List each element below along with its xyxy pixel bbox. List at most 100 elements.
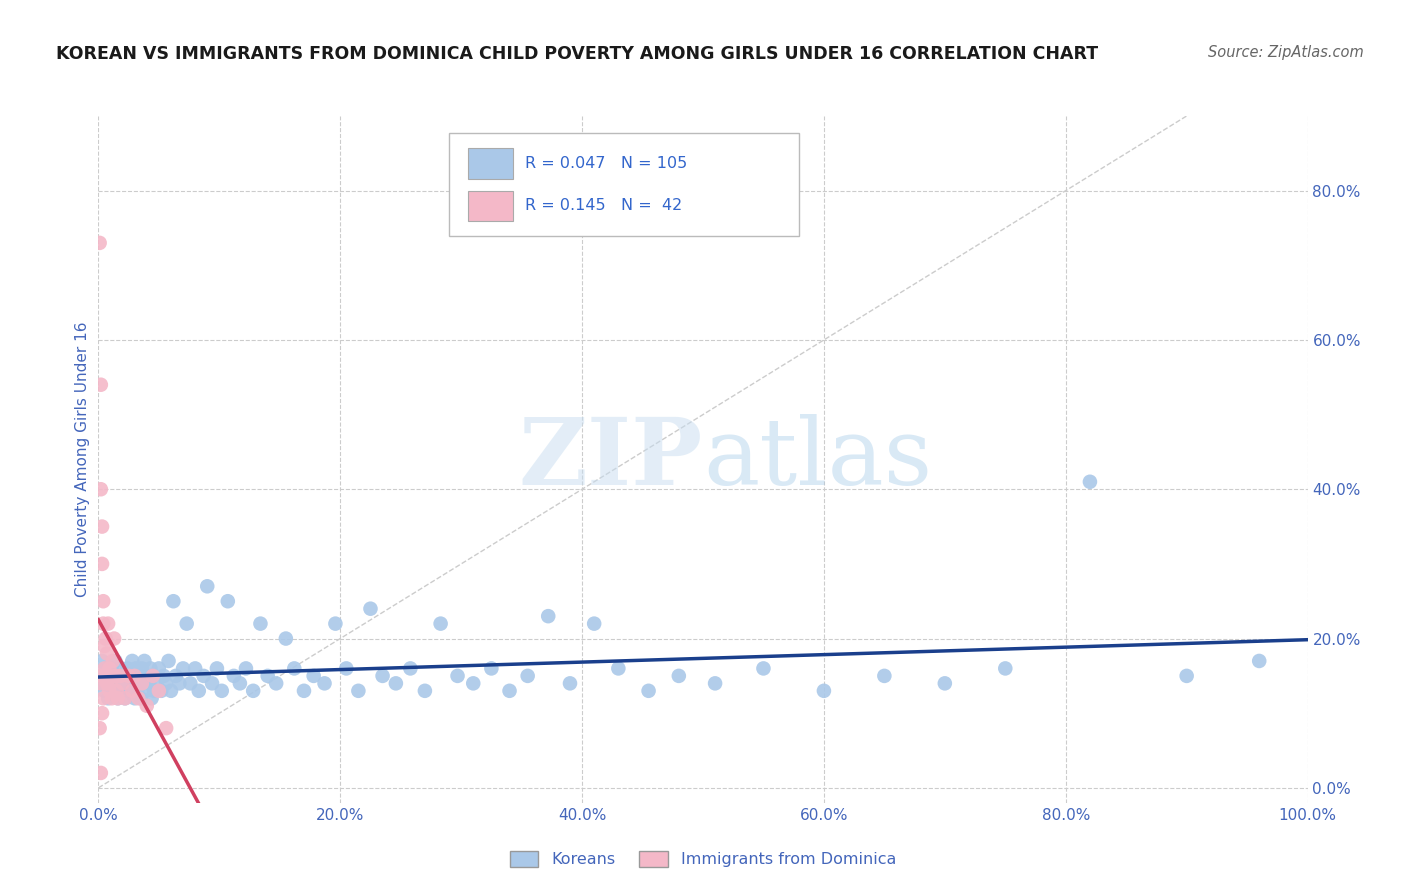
Point — [142, 669, 165, 683]
Point — [129, 691, 152, 706]
Point — [96, 676, 118, 690]
Point — [127, 669, 149, 683]
Text: R = 0.047   N = 105: R = 0.047 N = 105 — [526, 156, 688, 171]
Point — [195, 579, 218, 593]
Point — [193, 669, 215, 683]
Point — [111, 676, 134, 690]
Point — [107, 691, 129, 706]
Point — [96, 676, 118, 690]
Point — [325, 616, 347, 631]
Point — [91, 669, 114, 683]
Point — [103, 632, 125, 646]
Text: KOREAN VS IMMIGRANTS FROM DOMINICA CHILD POVERTY AMONG GIRLS UNDER 16 CORRELATIO: KOREAN VS IMMIGRANTS FROM DOMINICA CHILD… — [56, 45, 1098, 62]
Point — [93, 683, 115, 698]
Point — [264, 676, 287, 690]
Point — [1249, 654, 1271, 668]
Point — [114, 691, 136, 706]
Point — [91, 669, 114, 683]
Point — [91, 519, 114, 533]
Point — [249, 616, 271, 631]
Point — [148, 661, 170, 675]
Point — [205, 661, 228, 675]
Point — [302, 669, 325, 683]
Point — [637, 683, 659, 698]
Point — [104, 654, 127, 668]
Point — [148, 683, 170, 698]
Point — [335, 661, 357, 675]
Point — [89, 721, 111, 735]
Point — [91, 706, 114, 721]
Point — [90, 766, 112, 780]
Point — [117, 661, 139, 675]
Point — [256, 669, 278, 683]
Point — [371, 669, 394, 683]
Point — [235, 661, 257, 675]
Point — [217, 594, 239, 608]
Point — [360, 601, 382, 615]
Point — [184, 661, 207, 675]
Point — [100, 691, 122, 706]
Point — [110, 661, 132, 675]
Point — [90, 676, 112, 690]
Text: R = 0.145   N =  42: R = 0.145 N = 42 — [526, 198, 683, 213]
Legend: Koreans, Immigrants from Dominica: Koreans, Immigrants from Dominica — [503, 845, 903, 874]
Point — [242, 683, 264, 698]
Point — [120, 676, 142, 690]
Point — [558, 676, 581, 690]
Point — [114, 691, 136, 706]
Point — [100, 661, 122, 675]
Point — [481, 661, 503, 675]
Point — [139, 661, 162, 675]
Point — [131, 661, 153, 675]
Point — [704, 676, 727, 690]
Point — [94, 661, 117, 675]
Point — [292, 683, 315, 698]
Point — [385, 676, 408, 690]
Point — [141, 691, 163, 706]
Point — [145, 676, 167, 690]
Point — [873, 669, 896, 683]
Point — [155, 676, 177, 690]
Point — [1175, 669, 1198, 683]
Point — [121, 654, 143, 668]
Point — [108, 669, 131, 683]
Point — [115, 676, 138, 690]
Point — [98, 669, 121, 683]
Point — [100, 676, 122, 690]
Point — [118, 669, 141, 683]
Point — [142, 669, 165, 683]
Point — [97, 616, 120, 631]
Text: atlas: atlas — [703, 415, 932, 504]
Point — [463, 676, 485, 690]
Point — [112, 669, 135, 683]
Point — [498, 683, 520, 698]
Point — [283, 661, 305, 675]
Point — [101, 683, 124, 698]
Point — [516, 669, 538, 683]
Point — [314, 676, 336, 690]
Point — [91, 691, 114, 706]
Point — [128, 676, 150, 690]
Point — [90, 676, 112, 690]
Point — [169, 676, 191, 690]
Point — [994, 661, 1017, 675]
Point — [138, 676, 160, 690]
Point — [668, 669, 690, 683]
Point — [176, 616, 198, 631]
Point — [607, 661, 630, 675]
Point — [274, 632, 297, 646]
Point — [934, 676, 956, 690]
Point — [125, 661, 148, 675]
Point — [94, 669, 117, 683]
Point — [97, 669, 120, 683]
Point — [135, 683, 157, 698]
Point — [90, 482, 112, 496]
Point — [347, 683, 370, 698]
Point — [93, 661, 115, 675]
Point — [124, 691, 146, 706]
Point — [89, 235, 111, 250]
Point — [105, 683, 128, 698]
Point — [124, 669, 146, 683]
Point — [97, 691, 120, 706]
Point — [1078, 475, 1101, 489]
